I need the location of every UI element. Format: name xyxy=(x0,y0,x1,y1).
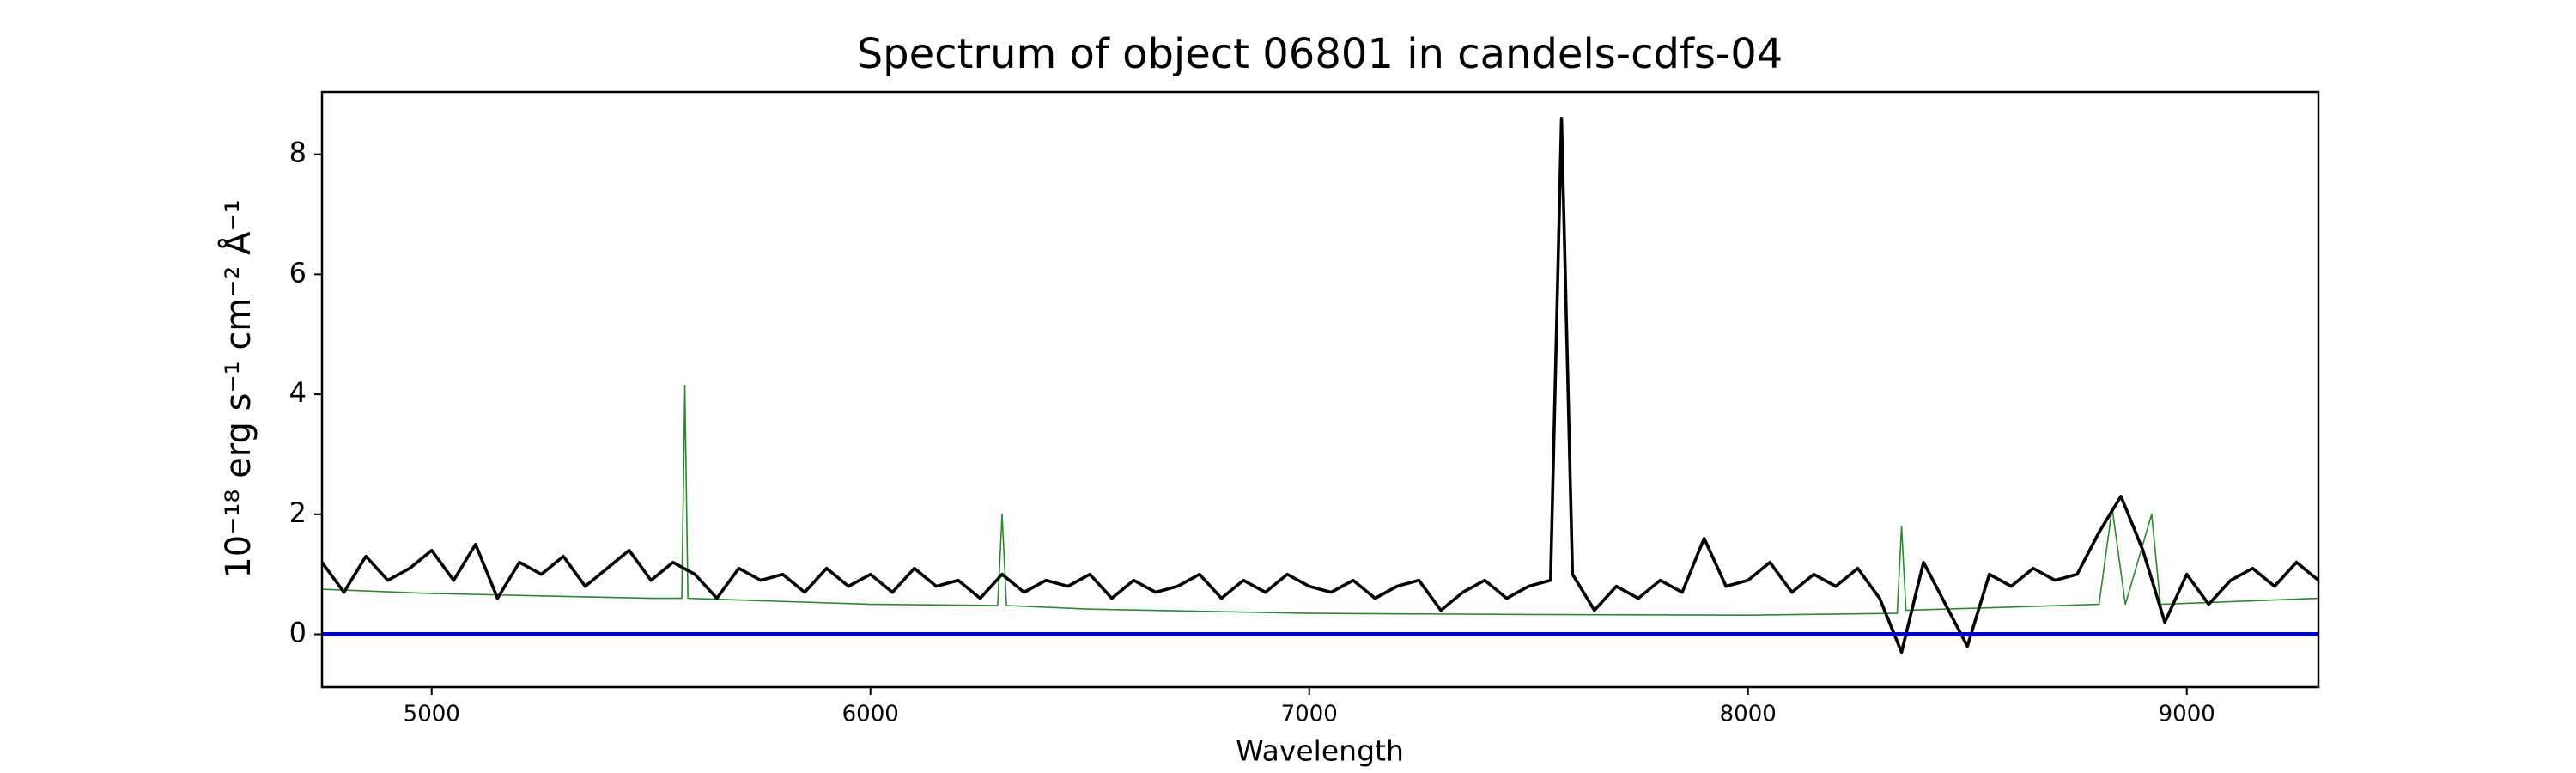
spectrum-line xyxy=(322,116,2318,654)
chart-title: Spectrum of object 06801 in candels-cdfs… xyxy=(857,30,1783,78)
x-axis-label: Wavelength xyxy=(1236,734,1404,768)
x-tick-label: 7000 xyxy=(1281,702,1338,727)
x-tick-label: 5000 xyxy=(404,702,460,727)
y-tick-label: 8 xyxy=(289,137,307,169)
plot-frame xyxy=(320,90,2320,689)
y-axis-label: 10⁻¹⁸ erg s⁻¹ cm⁻² Å⁻¹ xyxy=(217,199,258,578)
x-tick-label: 8000 xyxy=(1720,702,1777,727)
y-tick-label: 4 xyxy=(289,376,307,409)
y-tick-label: 6 xyxy=(289,256,307,289)
spectrum-line xyxy=(322,384,2318,616)
x-tick-label: 6000 xyxy=(842,702,899,727)
x-tick-label: 9000 xyxy=(2159,702,2215,727)
y-tick-label: 2 xyxy=(289,496,307,529)
y-tick-label: 0 xyxy=(289,617,307,649)
